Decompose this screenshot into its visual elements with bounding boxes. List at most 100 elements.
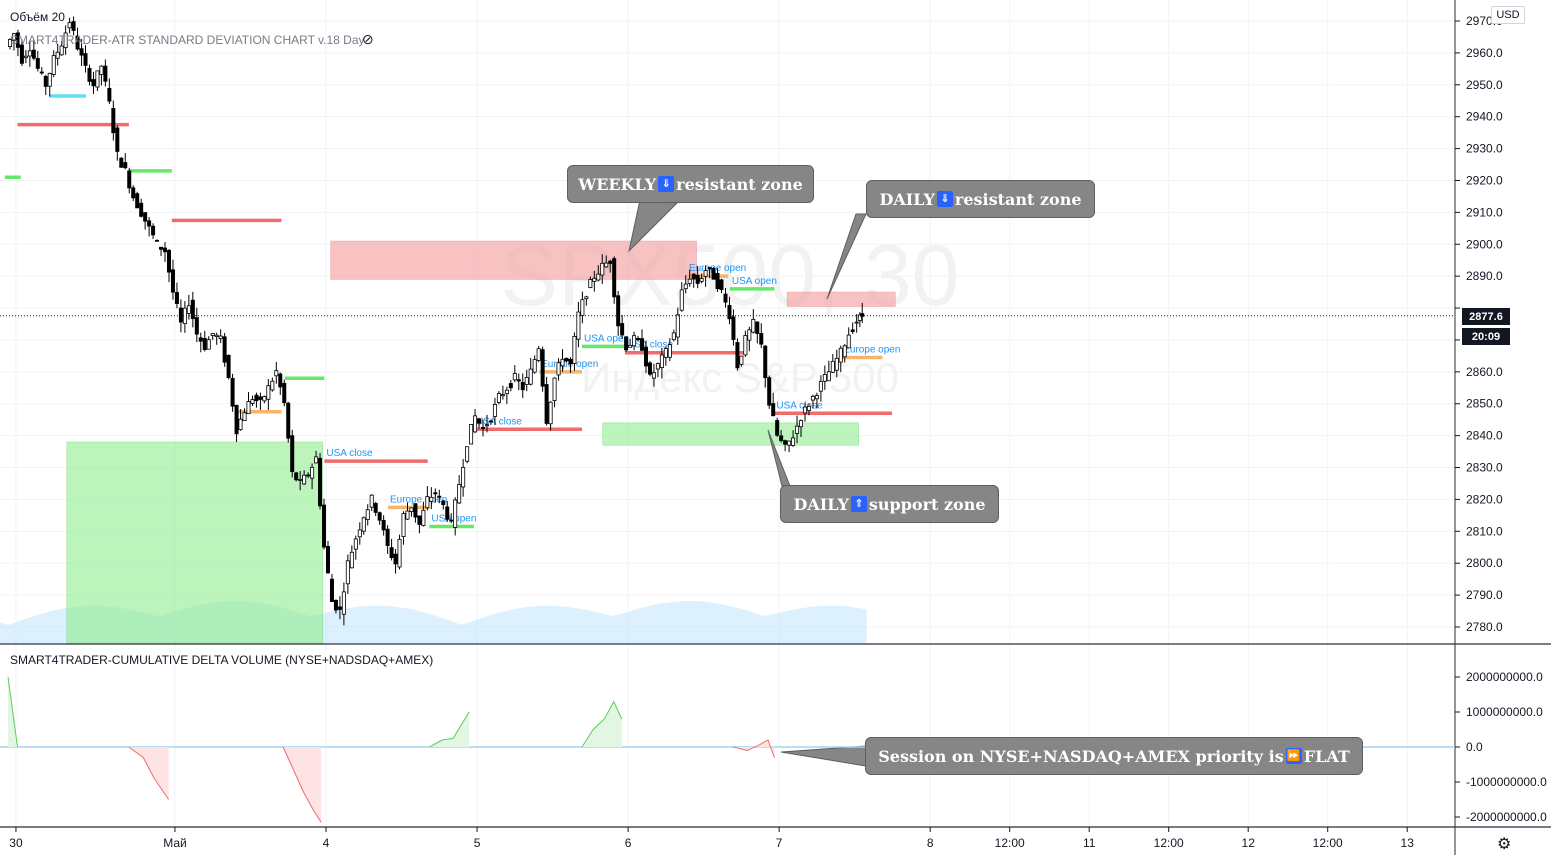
session-callout[interactable]: Session on NYSE+NASDAQ+AMEX priority is … (865, 737, 1363, 775)
cdv-tick-label: 1000000000.0 (1466, 705, 1543, 719)
candle-body (51, 55, 56, 75)
cdv-tick-label: 2000000000.0 (1466, 670, 1543, 684)
candle-body (59, 45, 64, 56)
candle-body (608, 260, 613, 264)
candle-body (628, 344, 633, 348)
cdv-line (282, 746, 322, 823)
support-zone (66, 441, 324, 644)
candle-body (409, 507, 414, 512)
candle-body (528, 368, 533, 385)
candle-body (306, 474, 311, 477)
time-tick-label: 13 (1401, 836, 1415, 850)
candle-body (477, 418, 482, 424)
candle-body (341, 591, 346, 615)
candle-body (302, 474, 307, 485)
candle-body (246, 401, 251, 415)
candle-body (369, 494, 374, 508)
price-tick-label: 2850.0 (1466, 397, 1503, 411)
candle-body (691, 273, 696, 280)
candle-body (779, 435, 784, 441)
price-tick-label: 2960.0 (1466, 46, 1503, 60)
candle-body (496, 393, 501, 403)
candle-body (79, 48, 84, 56)
candle-body (393, 553, 398, 565)
candle-body (111, 108, 116, 134)
candle-body (218, 335, 223, 340)
candle-body (155, 239, 160, 242)
candle-body (727, 304, 732, 320)
candle-body (524, 377, 529, 385)
candle-body (663, 348, 668, 358)
candle-body (198, 337, 203, 342)
price-tick-label: 2930.0 (1466, 142, 1503, 156)
candle-body (7, 39, 12, 48)
candle-body (381, 519, 386, 531)
candle-body (806, 405, 811, 411)
price-tick-label: 2780.0 (1466, 620, 1503, 634)
candle-body (651, 372, 656, 379)
candle-body (516, 379, 521, 382)
candle-body (719, 279, 724, 291)
callout-rest: support zone (868, 494, 986, 514)
candle-body (290, 435, 295, 472)
candle-body (425, 496, 430, 509)
study-legend[interactable]: SMART4TRADER-ATR STANDARD DEVIATION CHAR… (10, 33, 365, 47)
candle-body (818, 381, 823, 392)
candle-body (469, 424, 474, 445)
candle-body (329, 578, 334, 603)
candle-body (127, 170, 132, 189)
daily-support-callout[interactable]: DAILY ⇑ support zone (780, 485, 999, 523)
candle-body (103, 65, 108, 82)
candle-body (572, 335, 577, 364)
candle-body (357, 529, 362, 538)
resist-zone (786, 291, 896, 307)
candle-body (310, 466, 315, 479)
candle-body (810, 395, 815, 401)
candle-body (349, 551, 354, 569)
volume-legend[interactable]: Объём 20 (10, 10, 65, 24)
candle-body (174, 292, 179, 304)
price-tick-label: 2920.0 (1466, 173, 1503, 187)
candle-body (83, 53, 88, 66)
candle-body (854, 321, 859, 324)
candle-body (576, 311, 581, 340)
countdown-badge: 20:09 (1462, 328, 1510, 345)
candle-body (202, 338, 207, 351)
candle-body (795, 425, 800, 434)
candle-body (337, 606, 342, 610)
candle-body (508, 383, 513, 389)
time-tick-label: 12 (1242, 836, 1256, 850)
candle-body (767, 377, 772, 406)
weekly-resistant-callout[interactable]: WEEKLY ⇓ resistant zone (567, 165, 814, 203)
candle-body (19, 44, 24, 64)
session-level-label: USA close (326, 448, 373, 459)
session-level-label: USA open (584, 333, 629, 344)
candle-body (739, 355, 744, 365)
candle-body (532, 359, 537, 373)
candle-body (234, 404, 239, 435)
cdv-tick-label: -2000000000.0 (1466, 810, 1547, 824)
price-tick-label: 2800.0 (1466, 556, 1503, 570)
currency-badge[interactable]: USD (1491, 6, 1525, 24)
candle-body (39, 71, 44, 74)
cdv-line (732, 739, 775, 758)
candle-body (592, 277, 597, 282)
candle-body (186, 305, 191, 314)
support-zone (602, 422, 859, 446)
callout-text: DAILY (793, 494, 849, 514)
candle-body (377, 512, 382, 521)
session-level-label: USA open (732, 276, 777, 287)
daily-resistant-callout[interactable]: DAILY ⇓ resistant zone (866, 180, 1095, 218)
candle-body (560, 358, 565, 367)
candle-body (449, 519, 454, 522)
cdv-area (283, 747, 322, 823)
candle-body (298, 479, 303, 481)
candle-body (413, 503, 418, 518)
arrow-down-icon: ⇓ (936, 191, 953, 207)
gear-icon[interactable]: ⚙ (1497, 836, 1512, 853)
candle-body (707, 267, 712, 270)
session-level-label: Europe open (390, 494, 447, 505)
eye-crossed-icon[interactable]: ⊘ (362, 31, 374, 47)
